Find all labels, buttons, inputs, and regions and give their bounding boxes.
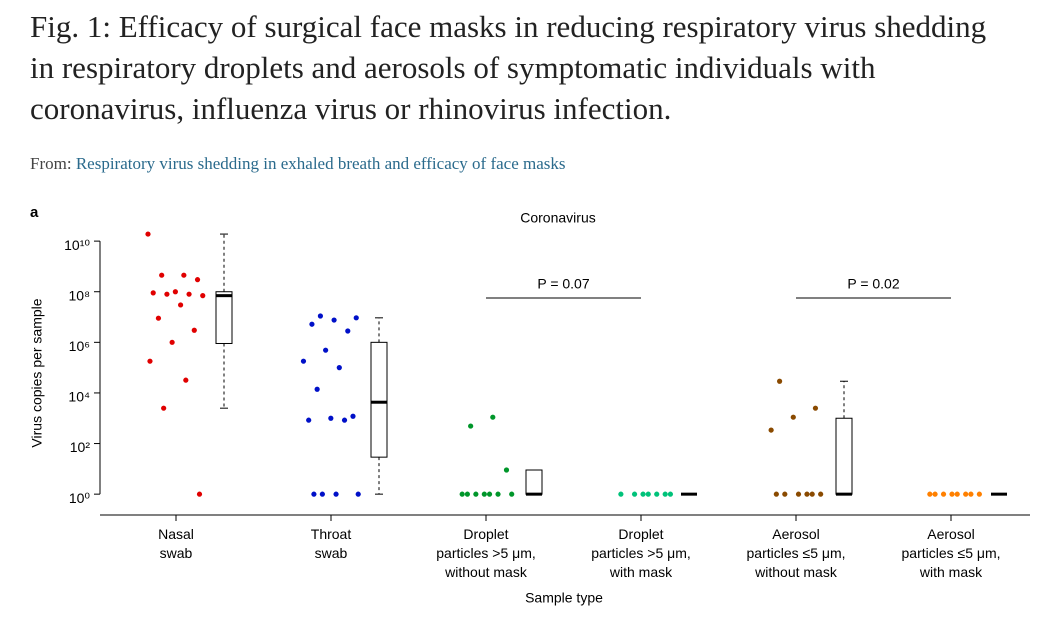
data-point — [145, 231, 151, 237]
data-point — [196, 491, 203, 497]
data-point — [795, 491, 802, 497]
data-point — [164, 291, 170, 297]
chart-title: Coronavirus — [520, 210, 595, 226]
data-point — [464, 491, 470, 497]
data-point — [159, 272, 165, 278]
data-point — [161, 405, 167, 411]
data-point — [662, 491, 668, 497]
x-tick-label: Nasal swab — [158, 526, 194, 561]
data-point — [812, 405, 819, 411]
data-point — [183, 377, 189, 383]
data-point — [804, 491, 810, 497]
y-tick-label: 10⁸ — [69, 287, 91, 303]
data-point — [773, 491, 779, 497]
data-point — [194, 277, 201, 283]
box — [370, 341, 388, 458]
box — [835, 417, 853, 495]
data-point — [932, 491, 938, 497]
y-tick-label: 10⁴ — [68, 389, 90, 405]
source: From: Respiratory virus shedding in exha… — [30, 154, 566, 174]
data-point — [186, 291, 192, 297]
data-point — [328, 415, 334, 421]
data-point — [645, 491, 651, 497]
data-point — [976, 491, 982, 497]
data-point — [631, 491, 638, 497]
data-point — [654, 491, 660, 497]
p-value: P = 0.02 — [847, 276, 900, 292]
data-point — [314, 386, 320, 392]
data-point — [345, 328, 351, 334]
data-point — [503, 467, 510, 473]
data-point — [333, 491, 339, 497]
x-tick-label: Aerosol particles ≤5 μm, with mask — [901, 526, 1001, 580]
data-point — [963, 491, 969, 497]
data-point — [355, 491, 361, 497]
y-tick-label: 10⁰ — [69, 490, 91, 506]
data-point — [311, 491, 317, 497]
panel-label: a — [30, 204, 39, 221]
y-tick-label: 10⁶ — [69, 338, 90, 354]
data-point — [331, 317, 337, 323]
data-point — [509, 491, 515, 497]
x-tick-label: Throat swab — [310, 526, 352, 561]
data-point — [818, 491, 824, 497]
data-point — [968, 491, 974, 497]
data-point — [181, 272, 187, 278]
data-point — [323, 347, 329, 353]
figure-title: Fig. 1: Efficacy of surgical face masks … — [30, 9, 987, 126]
data-point — [353, 315, 359, 321]
data-point — [341, 417, 348, 423]
data-point — [782, 491, 788, 497]
data-point — [768, 427, 774, 433]
data-point — [155, 315, 162, 321]
data-point — [618, 491, 624, 497]
data-point — [172, 289, 178, 295]
data-point — [473, 491, 479, 497]
data-point — [150, 290, 156, 296]
data-point — [486, 491, 493, 497]
box — [215, 291, 233, 344]
data-point — [191, 327, 197, 333]
y-tick-label: 10² — [70, 439, 91, 455]
data-point — [306, 417, 312, 423]
x-tick-label: Droplet particles >5 μm, with mask — [591, 526, 691, 580]
data-point — [350, 413, 356, 419]
data-point — [336, 365, 342, 371]
data-point — [319, 491, 325, 497]
y-axis-label: Virus copies per sample — [29, 298, 45, 447]
y-tick-label: 10¹⁰ — [64, 237, 90, 253]
box — [525, 469, 543, 495]
data-point — [169, 339, 175, 345]
data-point — [949, 491, 955, 497]
x-tick-label: Droplet particles >5 μm, without mask — [436, 526, 536, 580]
data-point — [940, 491, 947, 497]
data-point — [777, 378, 783, 384]
data-point — [809, 491, 815, 497]
data-point — [300, 358, 307, 364]
x-tick-label: Aerosol particles ≤5 μm, without mask — [746, 526, 846, 580]
from-label: From: — [30, 154, 72, 173]
x-axis-label: Sample type — [525, 590, 603, 606]
data-point — [667, 491, 674, 497]
p-value: P = 0.07 — [537, 276, 590, 292]
data-point — [495, 491, 501, 497]
data-point — [317, 313, 323, 319]
source-link[interactable]: Respiratory virus shedding in exhaled br… — [75, 154, 566, 173]
data-point — [481, 491, 487, 497]
data-point — [954, 491, 960, 497]
data-point — [177, 302, 184, 308]
data-point — [468, 423, 474, 429]
data-point — [640, 491, 646, 497]
data-point — [927, 491, 933, 497]
data-point — [309, 321, 315, 327]
data-point — [490, 414, 496, 420]
data-point — [459, 491, 465, 497]
data-point — [790, 414, 796, 420]
data-point — [147, 358, 153, 364]
data-point — [200, 293, 206, 299]
